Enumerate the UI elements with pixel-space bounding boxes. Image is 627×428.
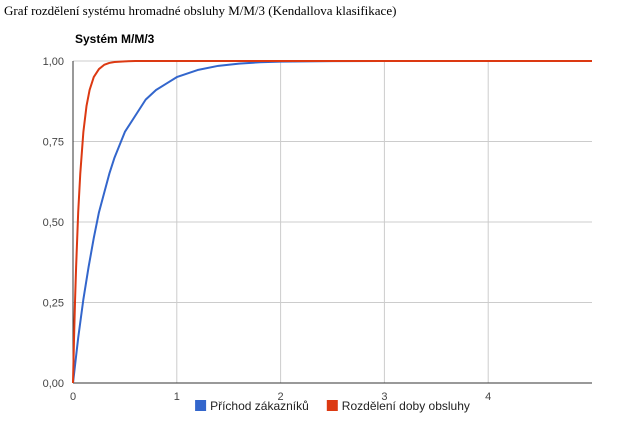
x-tick-label: 0	[70, 391, 76, 403]
legend-swatch	[326, 400, 338, 411]
tick-labels: 0,00 0,25 0,50 0,75 1,00 0 1 2 3 4	[43, 56, 492, 403]
legend-label: Rozdělení doby obsluhy	[342, 399, 470, 413]
y-tick-label: 0,25	[43, 298, 64, 310]
legend-swatch	[195, 400, 207, 411]
x-tick-label: 2	[278, 391, 284, 403]
x-tick-label: 3	[381, 391, 387, 403]
legend: Příchod zákazníků Rozdělení doby obsluhy	[195, 399, 470, 413]
gridlines	[73, 60, 592, 383]
series-line-2	[72, 60, 592, 384]
legend-item-2: Rozdělení doby obsluhy	[326, 399, 470, 413]
axes	[72, 61, 592, 384]
legend-item-1: Příchod zákazníků	[195, 399, 309, 413]
y-tick-label: 0,00	[43, 378, 64, 390]
y-tick-label: 1,00	[43, 56, 64, 68]
page-caption: Graf rozdělení systému hromadné obsluhy …	[4, 3, 397, 18]
x-tick-label: 4	[485, 391, 491, 403]
legend-label: Příchod zákazníků	[210, 399, 309, 413]
y-tick-label: 0,75	[43, 137, 64, 149]
chart-title: Systém M/M/3	[75, 32, 155, 46]
y-tick-label: 0,50	[43, 217, 64, 229]
x-tick-label: 1	[174, 391, 180, 403]
series-layer	[72, 60, 592, 384]
